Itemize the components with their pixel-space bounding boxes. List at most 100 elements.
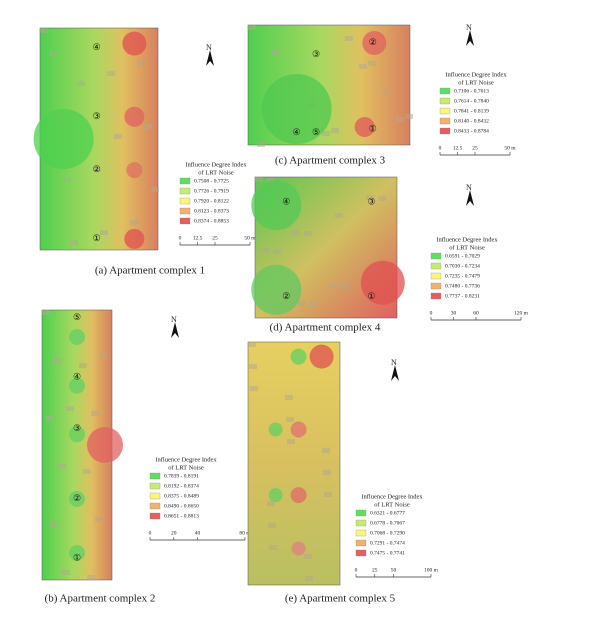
map-panel: ④ ③ ② ①: [251, 176, 405, 319]
building-label: ③: [93, 111, 101, 121]
noise-zone: [309, 344, 334, 369]
legend-swatch: [355, 509, 367, 517]
building: [255, 177, 263, 182]
noise-zone: [354, 117, 375, 137]
scale-label: 60: [473, 310, 479, 316]
noise-zone: [360, 260, 405, 305]
building: [248, 342, 256, 347]
legend-swatch: [149, 512, 161, 520]
building: [54, 358, 62, 363]
legend-item: 0.8490 - 0.8650: [164, 503, 199, 509]
building: [324, 492, 332, 497]
legend-item: 0.7475 - 0.7741: [370, 550, 405, 556]
legend-swatch: [355, 529, 367, 537]
legend-swatch: [149, 482, 161, 490]
scale-label: 80 m: [239, 530, 251, 536]
noise-zone: [291, 541, 306, 556]
building: [273, 249, 281, 254]
building-label: ③: [73, 423, 81, 433]
building: [304, 231, 312, 236]
building: [382, 89, 390, 94]
noise-zone: [69, 545, 85, 561]
building: [83, 469, 91, 474]
building: [378, 196, 386, 201]
building: [366, 195, 374, 200]
legend-swatch: [179, 177, 191, 185]
building: [268, 523, 276, 528]
legend-item: 0.6591 - 0.7029: [445, 253, 480, 259]
legend-item: 0.6778 - 0.7067: [370, 520, 405, 526]
building: [66, 406, 74, 411]
legend-swatch: [355, 519, 367, 527]
building: [249, 364, 257, 369]
scale-label: 50 m: [244, 235, 256, 241]
legend-swatch: [430, 252, 442, 260]
noise-zone: [124, 228, 145, 249]
legend-swatch: [179, 187, 191, 195]
legend-title: of LRT Noise: [449, 244, 485, 251]
noise-zone: [69, 377, 85, 394]
noise-zone: [290, 348, 307, 365]
scale-label: 20: [171, 530, 177, 536]
map-panel: [247, 341, 341, 586]
building: [267, 178, 275, 183]
noise-zone: [122, 31, 147, 56]
building-label: ①: [369, 123, 377, 133]
legend-swatch: [149, 492, 161, 500]
legend-item: 0.7106 - 0.7613: [454, 88, 489, 94]
building: [63, 177, 71, 182]
legend-swatch: [149, 502, 161, 510]
building-label: ③: [367, 196, 375, 206]
building: [87, 575, 95, 580]
legend-title: Influence Degree Index: [185, 161, 247, 168]
legend-item: 0.8374 - 0.8853: [194, 218, 229, 224]
legend-swatch: [430, 282, 442, 290]
building: [50, 522, 58, 527]
noise-zone: [268, 422, 283, 437]
noise-zone: [251, 264, 302, 315]
north-label: N: [206, 43, 212, 52]
building-label: ④: [93, 42, 101, 52]
caption: (a) Apartment complex 1: [95, 265, 205, 277]
legend-swatch: [430, 272, 442, 280]
building-label: ⑤: [73, 312, 81, 322]
building: [151, 187, 159, 192]
building: [93, 167, 101, 172]
building: [305, 576, 313, 581]
scale-label: 25: [372, 567, 378, 573]
north-label: N: [466, 23, 472, 32]
building-label: ⑤: [312, 127, 320, 137]
building: [286, 417, 294, 422]
building: [285, 395, 293, 400]
noise-zone: [69, 329, 85, 345]
legend-swatch: [179, 217, 191, 225]
scale-label: 0: [179, 235, 182, 241]
noise-zone: [362, 31, 387, 55]
building: [42, 310, 50, 315]
legend-item: 0.7068 - 0.7290: [370, 530, 405, 536]
building: [144, 124, 152, 129]
legend-title: of LRT Noise: [374, 501, 410, 508]
building: [269, 545, 277, 550]
legend-item: 0.7726 - 0.7919: [194, 188, 229, 194]
legend-item: 0.7737 - 0.8231: [445, 293, 480, 299]
north-label: N: [171, 315, 177, 324]
building: [62, 570, 70, 575]
building: [100, 230, 108, 235]
scale-label: 50: [391, 567, 397, 573]
legend-swatch: [439, 87, 451, 95]
legend-title: of LRT Noise: [458, 79, 494, 86]
legend-swatch: [439, 127, 451, 135]
building-label: ④: [73, 372, 81, 382]
building: [46, 416, 54, 421]
building: [304, 554, 312, 559]
building-label: ①: [73, 552, 81, 562]
building: [341, 284, 349, 289]
scale-label: 0: [149, 530, 152, 536]
noise-zone: [290, 487, 307, 504]
building: [107, 71, 115, 76]
legend-item: 0.7508 - 0.7725: [194, 178, 229, 184]
scale-label: 40: [195, 530, 201, 536]
legend-title: Influence Degree Index: [361, 493, 423, 500]
